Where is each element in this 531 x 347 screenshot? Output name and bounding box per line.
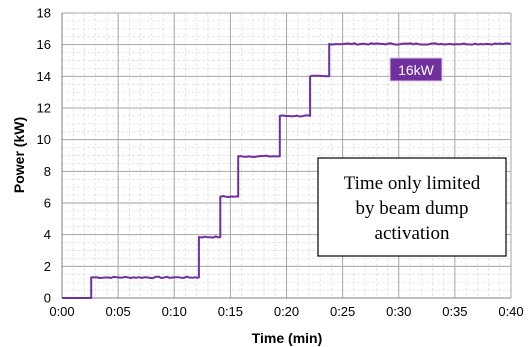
- note-line-1: Time only limited: [344, 173, 481, 194]
- note-box: Time only limited by beam dump activatio…: [317, 157, 507, 257]
- x-tick-label: 0:20: [274, 304, 299, 319]
- y-tick-label: 2: [44, 259, 51, 274]
- x-tick-labels: 0:00 0:05 0:10 0:15 0:20 0:25 0:30 0:35 0:40: [49, 304, 523, 319]
- y-tick-label: 12: [37, 101, 51, 116]
- x-tick-label: 0:10: [162, 304, 187, 319]
- x-tick-label: 0:40: [498, 304, 523, 319]
- series-layer: [62, 42, 512, 299]
- y-tick-label: 14: [37, 69, 51, 84]
- y-tick-labels: 0 2 4 6 8 10 12 14 16 18: [37, 6, 51, 306]
- power-label-badge-box: [389, 57, 443, 82]
- x-tick-label: 0:05: [105, 304, 130, 319]
- power-series-line: [62, 42, 512, 299]
- y-tick-label: 6: [44, 196, 51, 211]
- y-tick-label: 0: [44, 291, 51, 306]
- x-axis-title: Time (min): [252, 330, 323, 346]
- y-tick-label: 10: [37, 132, 51, 147]
- x-tick-label: 0:00: [49, 304, 74, 319]
- note-line-3: activation: [375, 223, 450, 244]
- note-line-2: by beam dump: [356, 198, 469, 219]
- y-tick-label: 18: [37, 6, 51, 21]
- y-tick-label: 8: [44, 164, 51, 179]
- power-label-badge: 16kW: [389, 57, 443, 82]
- note-box-frame: [317, 157, 507, 257]
- y-tick-label: 16: [37, 37, 51, 52]
- x-tick-label: 0:35: [442, 304, 467, 319]
- x-tick-label: 0:25: [330, 304, 355, 319]
- axes: [61, 13, 511, 299]
- x-tick-label: 0:30: [386, 304, 411, 319]
- y-axis-title: Power (kW): [11, 117, 27, 193]
- y-tick-label: 4: [44, 227, 51, 242]
- x-tick-label: 0:15: [218, 304, 243, 319]
- power-label-badge-text: 16kW: [398, 62, 435, 78]
